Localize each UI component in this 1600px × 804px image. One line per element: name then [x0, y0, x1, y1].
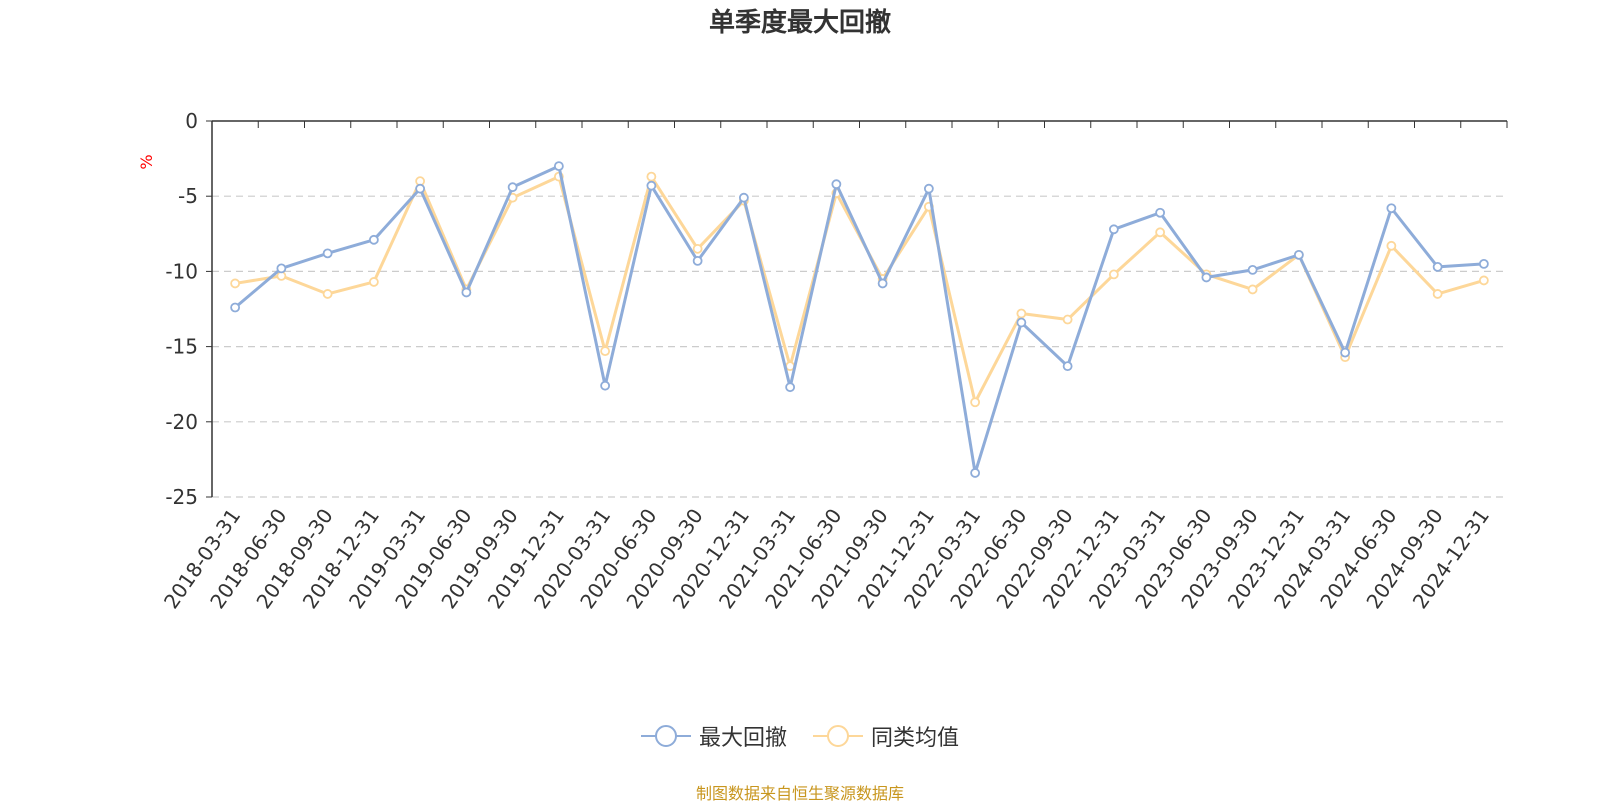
legend-swatch-peer-average [813, 725, 863, 747]
data-point-1 [1386, 240, 1397, 251]
data-point-0 [461, 287, 472, 298]
legend: 最大回撤 同类均值 [0, 720, 1600, 752]
data-point-0 [877, 278, 888, 289]
data-point-1 [1062, 314, 1073, 325]
data-point-0 [368, 234, 379, 245]
data-point-0 [923, 183, 934, 194]
data-point-0 [415, 183, 426, 194]
data-point-0 [1155, 207, 1166, 218]
data-point-1 [600, 346, 611, 357]
data-point-0 [1386, 203, 1397, 214]
y-tick-label: -5 [178, 184, 198, 208]
legend-item-max-drawdown[interactable]: 最大回撤 [640, 720, 787, 752]
data-point-0 [785, 382, 796, 393]
data-point-0 [1340, 347, 1351, 358]
legend-item-peer-average[interactable]: 同类均值 [813, 720, 959, 752]
data-point-1 [368, 277, 379, 287]
data-point-0 [1201, 272, 1212, 283]
data-point-1 [692, 243, 703, 254]
data-point-0 [831, 179, 842, 190]
data-point-0 [507, 182, 518, 193]
series-line-1 [234, 175, 1485, 404]
data-point-0 [1432, 261, 1443, 272]
source-note: 制图数据来自恒生聚源数据库 [695, 784, 904, 803]
legend-label-max-drawdown: 最大回撤 [698, 726, 787, 751]
y-axis-unit-label: % [137, 154, 156, 169]
data-point-0 [1108, 224, 1119, 235]
data-point-0 [1293, 249, 1304, 260]
data-point-1 [1016, 308, 1027, 319]
series-line-0 [234, 164, 1484, 475]
chart-title: 单季度最大回撤 [708, 8, 891, 38]
data-point-0 [553, 161, 564, 172]
legend-label-peer-average: 同类均值 [871, 726, 960, 751]
y-tick-label: -25 [165, 485, 198, 509]
data-point-0 [646, 180, 657, 191]
data-point-1 [970, 397, 981, 408]
data-point-1 [1432, 289, 1443, 299]
data-point-1 [646, 171, 657, 182]
data-point-0 [1016, 317, 1027, 328]
data-point-1 [230, 278, 241, 289]
data-point-0 [322, 248, 333, 259]
y-tick-label: -20 [165, 410, 198, 434]
legend-marker-peer-average [827, 725, 849, 747]
data-point-1 [1247, 284, 1258, 295]
data-point-1 [1478, 275, 1489, 286]
data-point-0 [1247, 264, 1258, 275]
data-point-0 [692, 255, 703, 266]
data-point-0 [230, 302, 241, 313]
y-tick-label: -15 [165, 335, 198, 359]
data-point-0 [600, 380, 611, 391]
legend-swatch-max-drawdown [640, 725, 691, 747]
data-point-0 [276, 263, 287, 274]
data-point-1 [1108, 269, 1119, 280]
legend-marker-max-drawdown [654, 725, 677, 747]
data-point-1 [1155, 227, 1166, 238]
data-point-1 [322, 289, 333, 299]
data-point-0 [1478, 258, 1489, 269]
y-tick-label: 0 [185, 109, 198, 133]
data-point-0 [1062, 361, 1073, 372]
data-point-0 [738, 192, 749, 203]
y-tick-label: -10 [165, 259, 198, 283]
data-point-0 [970, 468, 981, 478]
